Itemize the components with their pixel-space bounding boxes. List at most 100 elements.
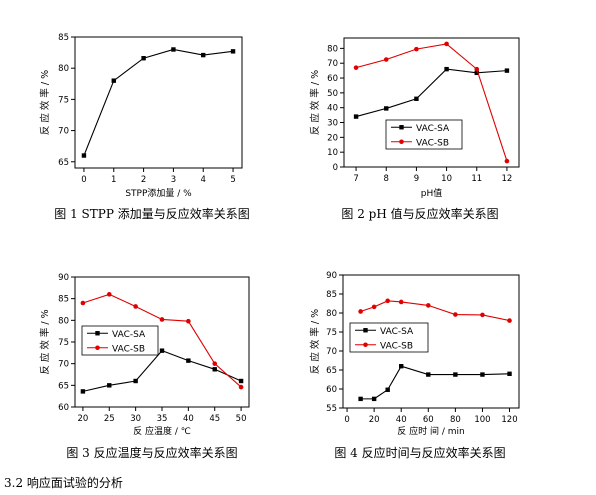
data-point (81, 153, 87, 158)
section-heading: 3.2 响应面试验的分析 (4, 476, 123, 490)
data-point (385, 387, 390, 392)
x-tick-label: 0 (344, 415, 349, 425)
data-point (414, 46, 419, 52)
data-point (80, 300, 86, 306)
data-point (504, 158, 510, 164)
x-tick-label: 40 (183, 414, 194, 424)
y-tick-label: 75 (58, 338, 69, 348)
series-vac-sa (358, 364, 512, 402)
x-tick-label: 8 (384, 174, 389, 184)
x-tick-label: 80 (450, 415, 461, 425)
y-tick-label: 80 (58, 64, 69, 74)
legend-marker (399, 125, 404, 130)
data-point (507, 318, 512, 323)
data-point (212, 361, 218, 366)
x-tick-label: 45 (209, 414, 220, 424)
figure-caption: 图 3 反应温度与反应效率关系图 (66, 445, 237, 460)
y-tick-label: 75 (58, 95, 69, 105)
y-tick-label: 55 (326, 404, 337, 414)
data-point (414, 96, 419, 101)
y-tick-label: 85 (58, 295, 69, 305)
x-tick-label: 11 (471, 174, 482, 184)
y-tick-label: 70 (327, 59, 338, 69)
legend-marker (399, 139, 404, 145)
y-tick-label: 65 (326, 366, 337, 376)
x-tick-label: 12 (502, 174, 513, 184)
x-tick-label: 4 (201, 175, 206, 185)
legend-marker (363, 328, 368, 333)
y-tick-label: 85 (58, 33, 69, 43)
data-point (371, 304, 377, 310)
y-tick-label: 50 (327, 89, 338, 99)
x-tick-label: 30 (130, 414, 141, 424)
data-point (80, 389, 86, 394)
data-point (353, 114, 359, 119)
series-line (355, 68, 507, 118)
data-point (453, 372, 458, 377)
y-tick-label: 80 (58, 316, 69, 326)
data-point (383, 57, 389, 62)
data-point (474, 70, 479, 76)
y-tick-label: 90 (326, 271, 337, 281)
x-tick-label: 100 (474, 415, 490, 425)
x-tick-label: 60 (423, 415, 434, 425)
data-point (371, 396, 377, 402)
data-point (238, 378, 244, 384)
x-tick-label: 35 (157, 414, 168, 424)
chart-2: 7 8 9 10 11 12 0 10 20 30 40 50 60 70 80 pH值 反 应 效 率 / %… (309, 37, 520, 221)
y-tick-label: 70 (326, 347, 337, 357)
x-tick-label: 50 (236, 414, 247, 424)
legend: VAC-SA VAC-SB (81, 325, 159, 356)
legend-label: VAC-SB (380, 341, 413, 351)
y-tick-label: 70 (58, 127, 69, 137)
data-point (398, 299, 404, 305)
data-point (384, 106, 389, 111)
data-point (201, 52, 206, 58)
y-tick-label: 85 (326, 290, 337, 300)
x-tick-label: 7 (353, 174, 358, 184)
y-tick-label: 90 (58, 273, 69, 283)
data-point (353, 65, 359, 70)
data-point (159, 317, 165, 322)
legend-label: VAC-SB (416, 138, 449, 148)
y-tick-label: 60 (58, 403, 69, 413)
x-tick-label: 40 (396, 415, 407, 425)
data-point (133, 304, 138, 309)
legend-marker (95, 331, 100, 336)
legend-box (81, 325, 159, 356)
y-tick-label: 60 (326, 385, 337, 395)
y-tick-label: 0 (333, 163, 338, 173)
figure-caption: 图 4 反应时间与反应效率关系图 (334, 445, 505, 460)
y-tick-label: 75 (326, 328, 337, 338)
data-point (426, 372, 431, 377)
series-vac-sb (80, 292, 244, 390)
series-vac-sa (80, 348, 244, 394)
data-point (186, 318, 191, 324)
y-tick-label: 80 (326, 309, 337, 319)
data-point (159, 348, 165, 353)
x-tick-label: 5 (230, 175, 235, 185)
y-tick-label: 70 (58, 360, 69, 370)
data-point (106, 292, 112, 297)
data-point (474, 66, 480, 72)
series-main (81, 47, 236, 158)
series-vac-sb (353, 41, 510, 164)
x-axis-title: 反 应温度 / ℃ (133, 425, 191, 437)
legend: VAC-SA VAC-SB (385, 119, 463, 150)
x-tick-label: 3 (171, 175, 176, 185)
y-tick-label: 60 (327, 74, 338, 84)
figure-caption: 图 2 pH 值与反应效率关系图 (341, 206, 498, 221)
figure-caption: 图 1 STPP 添加量与反应效率关系图 (54, 206, 249, 221)
x-tick-label: 20 (77, 414, 88, 424)
data-point (186, 358, 191, 363)
legend-marker (95, 345, 100, 351)
y-tick-label: 10 (327, 148, 338, 158)
x-tick-label: 25 (104, 414, 115, 424)
legend-label: VAC-SA (112, 330, 146, 340)
y-axis-title: 反 应 效 率 / % (309, 309, 321, 374)
x-tick-label: 2 (141, 175, 146, 185)
y-tick-label: 80 (327, 44, 338, 54)
x-tick-label: 120 (501, 415, 517, 425)
